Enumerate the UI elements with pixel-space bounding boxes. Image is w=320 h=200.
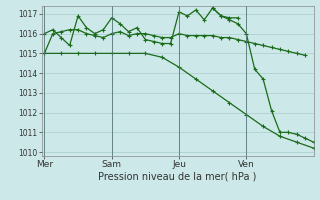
X-axis label: Pression niveau de la mer( hPa ): Pression niveau de la mer( hPa ) [99,172,257,182]
